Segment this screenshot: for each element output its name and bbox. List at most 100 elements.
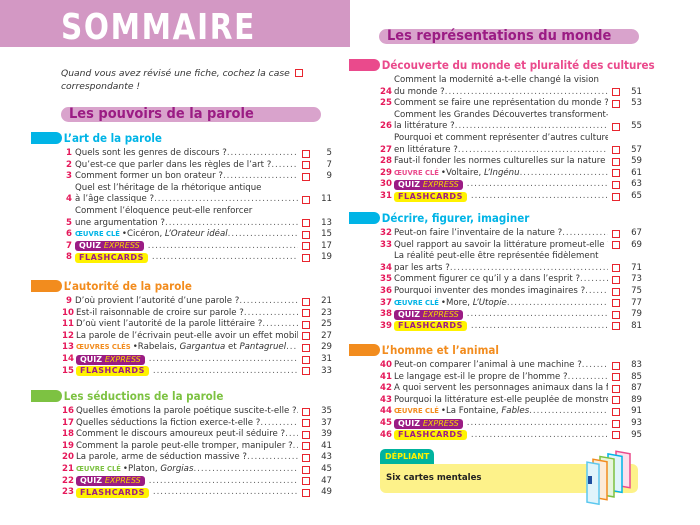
checkbox[interactable] [612, 157, 620, 166]
checkbox[interactable] [302, 195, 310, 204]
section-heading: Les séductions de la parole [31, 389, 332, 403]
entry-lines: Est-il raisonnable de croire sur parole … [76, 308, 298, 320]
toc-entry[interactable]: 19 Comment la parole peut-elle tromper, m… [62, 441, 332, 453]
checkbox[interactable] [302, 488, 310, 497]
entry-number: 38 [380, 309, 392, 320]
checkbox[interactable] [612, 275, 620, 284]
page-number: 53 [631, 98, 642, 109]
checkbox[interactable] [612, 322, 620, 331]
toc-entry[interactable]: 40 Peut-on comparer l’animal à une machin… [380, 360, 642, 372]
checkbox[interactable] [612, 407, 620, 416]
checkbox[interactable] [612, 229, 620, 238]
checkbox[interactable] [302, 320, 310, 329]
toc-entry[interactable]: 9 D’où provient l’autorité d’une parole ?… [62, 296, 332, 308]
checkbox[interactable] [612, 241, 620, 250]
toc-entry[interactable]: 11 D’où vient l’autorité de la parole lit… [62, 319, 332, 331]
checkbox[interactable] [612, 384, 620, 393]
toc-entry[interactable]: 24 Comment la modernité a-t-elle changé l… [380, 75, 642, 98]
page-number: 89 [631, 394, 642, 405]
toc-entry[interactable]: 32 Peut-on faire l’inventaire de la natur… [380, 228, 642, 240]
checkbox[interactable] [612, 287, 620, 296]
checkbox[interactable] [302, 161, 310, 170]
checkbox[interactable] [302, 465, 310, 474]
checkbox[interactable] [302, 219, 310, 228]
checkbox[interactable] [302, 253, 310, 262]
toc-entry[interactable]: 42 À quoi servent les personnages animaux… [380, 383, 642, 395]
toc-entry[interactable]: 13 ŒUVRES CLÉS • Rabelais, Gargantua et Pa… [62, 342, 332, 354]
checkbox[interactable] [302, 367, 310, 376]
checkbox[interactable] [612, 431, 620, 440]
dot-leader [260, 418, 298, 430]
checkbox[interactable] [302, 332, 310, 341]
checkbox[interactable] [302, 477, 310, 486]
toc-entry[interactable]: 17 Quelles séductions la fiction exerce-t… [62, 418, 332, 430]
entry-number: 44 [380, 406, 392, 417]
checkbox[interactable] [612, 192, 620, 201]
checkbox[interactable] [302, 430, 310, 439]
checkbox[interactable] [612, 299, 620, 308]
toc-entry[interactable]: 12 La parole de l’écrivain peut-elle avoi… [62, 331, 332, 343]
toc-entry[interactable]: 36 Pourquoi inventer des mondes imaginair… [380, 286, 642, 298]
checkbox[interactable] [302, 230, 310, 239]
checkbox[interactable] [612, 122, 620, 131]
checkbox[interactable] [302, 355, 310, 364]
toc-entry[interactable]: 18 Comment le discours amoureux peut-il s… [62, 429, 332, 441]
checkbox[interactable] [302, 172, 310, 181]
checkbox[interactable] [612, 99, 620, 108]
checkbox[interactable] [302, 453, 310, 462]
checkbox[interactable] [302, 442, 310, 451]
checkbox[interactable] [302, 149, 310, 158]
toc-entry[interactable]: 34 La réalité peut-elle être représentée … [380, 251, 642, 274]
toc-entry[interactable]: 28 Faut-il fonder les normes culturelles … [380, 156, 642, 168]
checkbox[interactable] [612, 373, 620, 382]
checkbox[interactable] [302, 343, 310, 352]
checkbox[interactable] [302, 309, 310, 318]
checkbox[interactable] [612, 88, 620, 97]
toc-entry[interactable]: 25 Comment se faire une représentation du… [380, 98, 642, 110]
toc-entry[interactable]: 43 Pourquoi la littérature est-elle peupl… [380, 395, 642, 407]
checkbox[interactable] [302, 242, 310, 251]
toc-entry[interactable]: 10 Est-il raisonnable de croire sur parol… [62, 308, 332, 320]
checkbox[interactable] [612, 361, 620, 370]
toc-entry[interactable]: 20 La parole, arme de séduction massive ?… [62, 452, 332, 464]
toc-entry[interactable]: 16 Quelles émotions la parole poétique su… [62, 406, 332, 418]
checkbox[interactable] [612, 264, 620, 273]
toc-entry[interactable]: 2 Qu’est-ce que parler dans les règles de… [62, 160, 332, 172]
toc-entry[interactable]: 41 Le langage est-il le propre de l’homme… [380, 372, 642, 384]
checkbox[interactable] [612, 169, 620, 178]
toc-entry[interactable]: 33 Quel rapport au savoir la littérature … [380, 240, 642, 252]
toc-entry[interactable]: 26 Comment les Grandes Découvertes transf… [380, 110, 642, 133]
checkbox[interactable] [612, 146, 620, 155]
checkbox[interactable] [302, 407, 310, 416]
toc-entry[interactable]: 35 Comment figurer ce qu’il y a dans l’es… [380, 274, 642, 286]
checkbox[interactable] [302, 297, 310, 306]
checkbox[interactable] [612, 396, 620, 405]
checkbox[interactable] [612, 419, 620, 428]
toc-entry[interactable]: 27 Pourquoi et comment représenter d’autr… [380, 133, 642, 156]
toc-entry[interactable]: 4 Quel est l’héritage de la rhétorique an… [62, 183, 332, 206]
page-number: 45 [321, 463, 332, 474]
toc-entry[interactable]: 5 Comment l’éloquence peut-elle renforcer… [62, 206, 332, 229]
checkbox[interactable] [302, 419, 310, 428]
checkbox[interactable] [612, 310, 620, 319]
checkbox[interactable] [612, 180, 620, 189]
